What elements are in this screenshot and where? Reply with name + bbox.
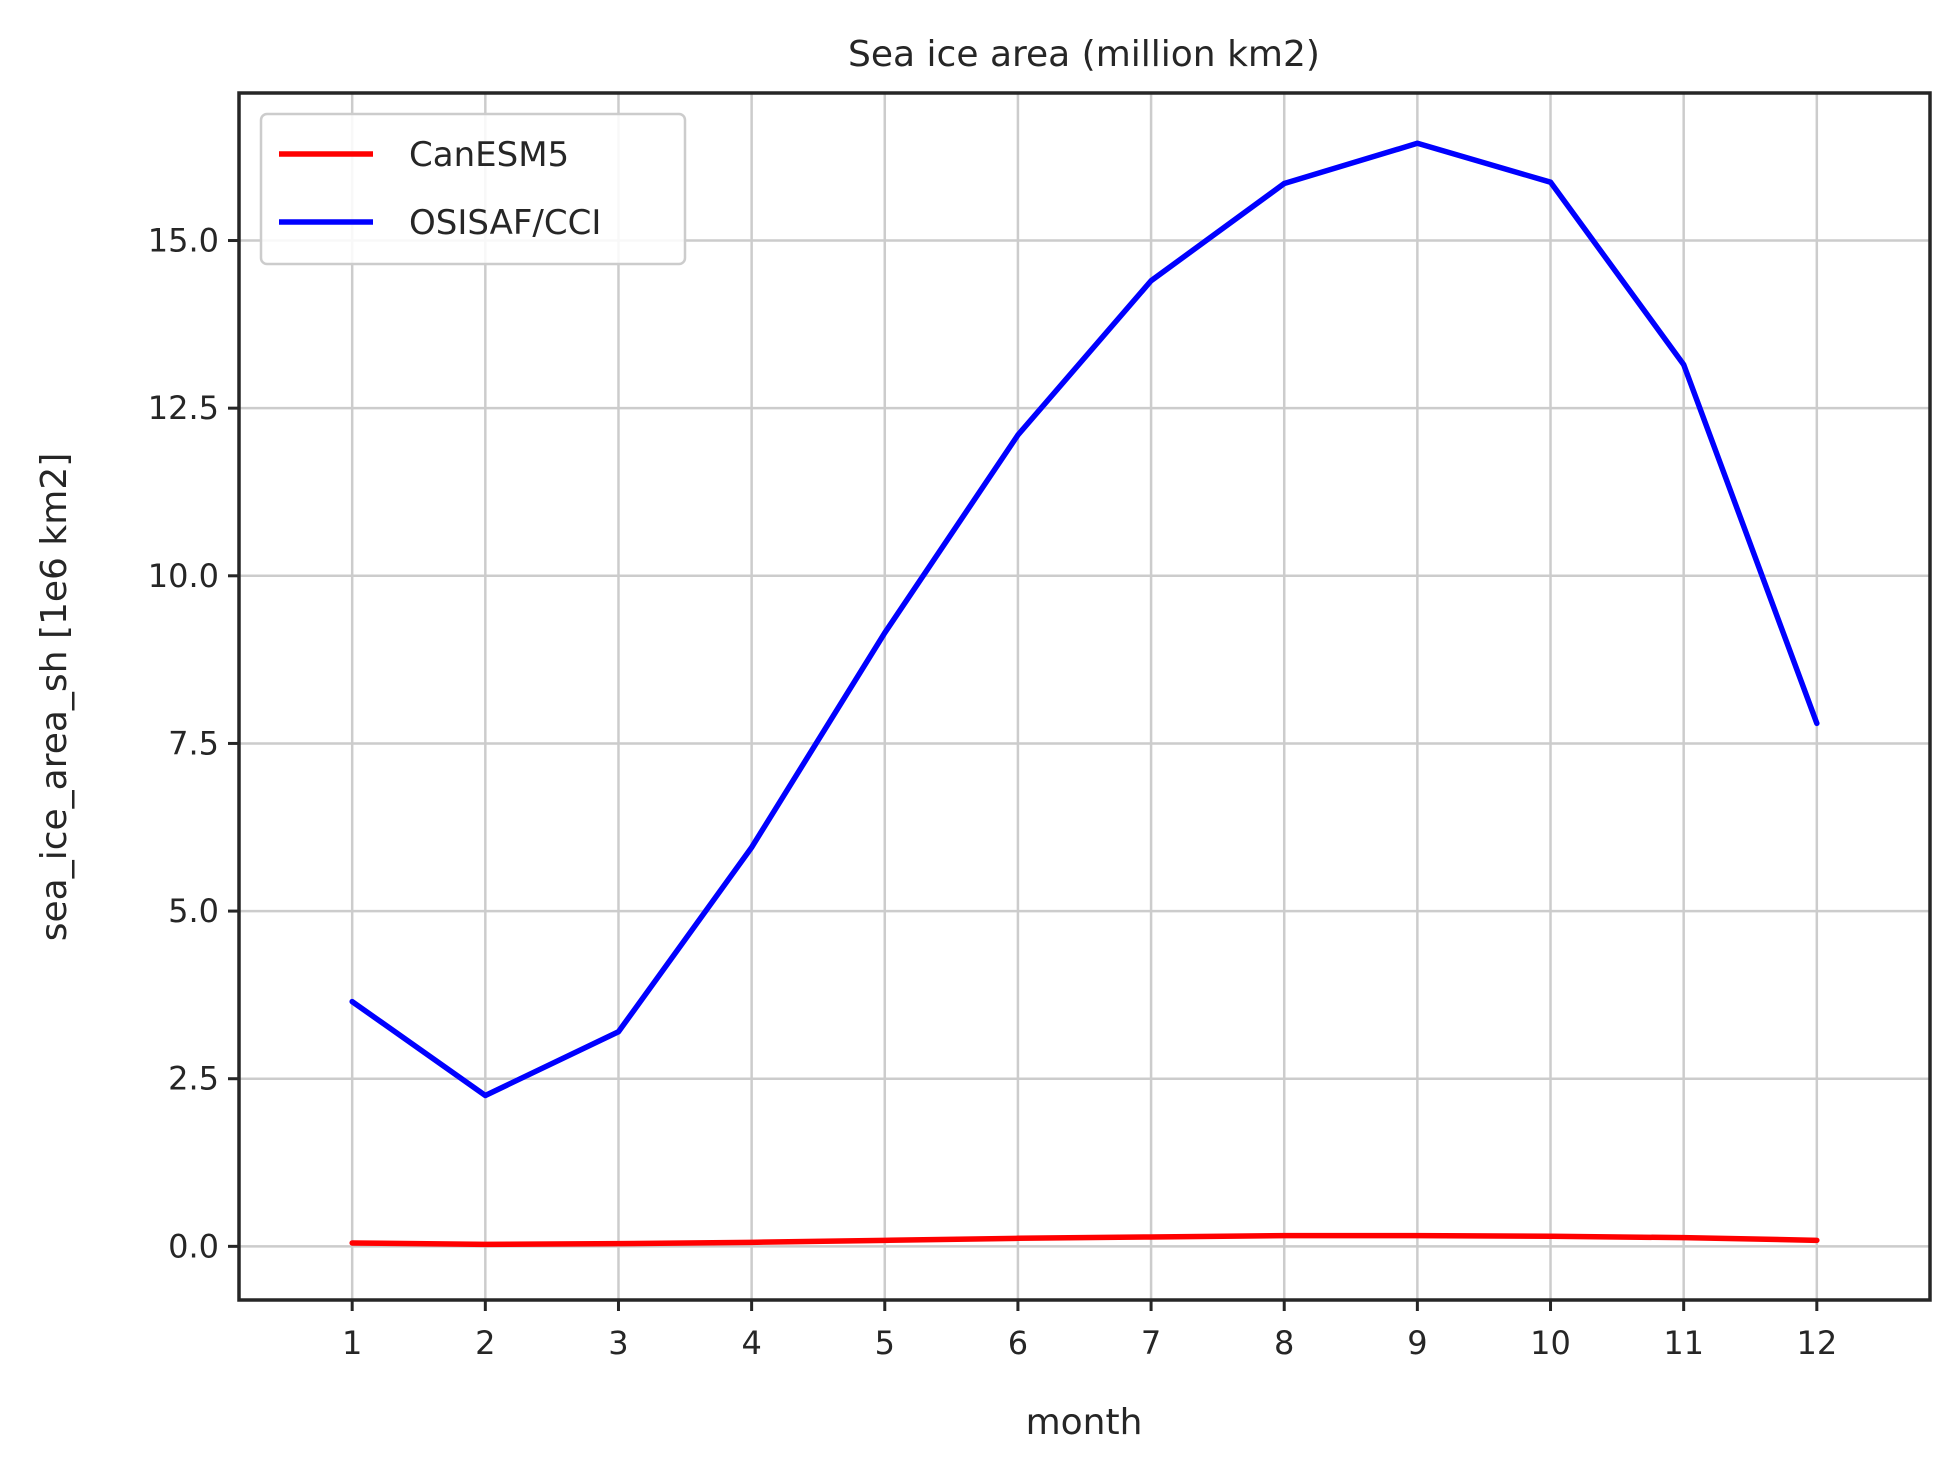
- x-tick-label: 4: [741, 1324, 761, 1362]
- x-tick-label: 8: [1274, 1324, 1294, 1362]
- series-line-osisaf-cci: [349, 140, 1820, 1099]
- x-tick-label: 5: [875, 1324, 895, 1362]
- y-tick-label: 12.5: [148, 389, 219, 427]
- series-lines: [349, 140, 1820, 1248]
- x-tick-label: 9: [1407, 1324, 1427, 1362]
- y-tick-label: 15.0: [148, 222, 219, 260]
- y-tick-label: 2.5: [168, 1060, 219, 1098]
- legend-entry-label: OSISAF/CCI: [409, 203, 601, 243]
- x-tick-label: 1: [342, 1324, 362, 1362]
- x-tick-label: 10: [1530, 1324, 1571, 1362]
- plot-frame: [237, 91, 1932, 1302]
- series-line-canesm5: [349, 1232, 1820, 1248]
- x-axis-label: month: [1026, 1402, 1143, 1443]
- x-tick-label: 12: [1796, 1324, 1837, 1362]
- y-tick-label: 10.0: [148, 557, 219, 595]
- grid-lines: [239, 93, 1930, 1300]
- x-tick-label: 7: [1141, 1324, 1161, 1362]
- legend: CanESM5 OSISAF/CCI: [259, 112, 687, 266]
- x-tick-label: 6: [1008, 1324, 1028, 1362]
- axis-ticks: 1 2 3 4 5 6 7 8 9 10 11 120.02.55.07.510.012.515.0: [148, 222, 1837, 1362]
- x-tick-label: 11: [1663, 1324, 1704, 1362]
- x-tick-label: 2: [475, 1324, 495, 1362]
- y-axis-label: sea_ice_area_sh [1e6 km2]: [34, 453, 75, 942]
- legend-entry-label: CanESM5: [409, 135, 569, 175]
- y-tick-label: 0.0: [168, 1227, 219, 1265]
- x-tick-label: 3: [608, 1324, 628, 1362]
- y-tick-label: 7.5: [168, 724, 219, 762]
- chart-title: Sea ice area (million km2): [848, 34, 1320, 75]
- y-tick-label: 5.0: [168, 892, 219, 930]
